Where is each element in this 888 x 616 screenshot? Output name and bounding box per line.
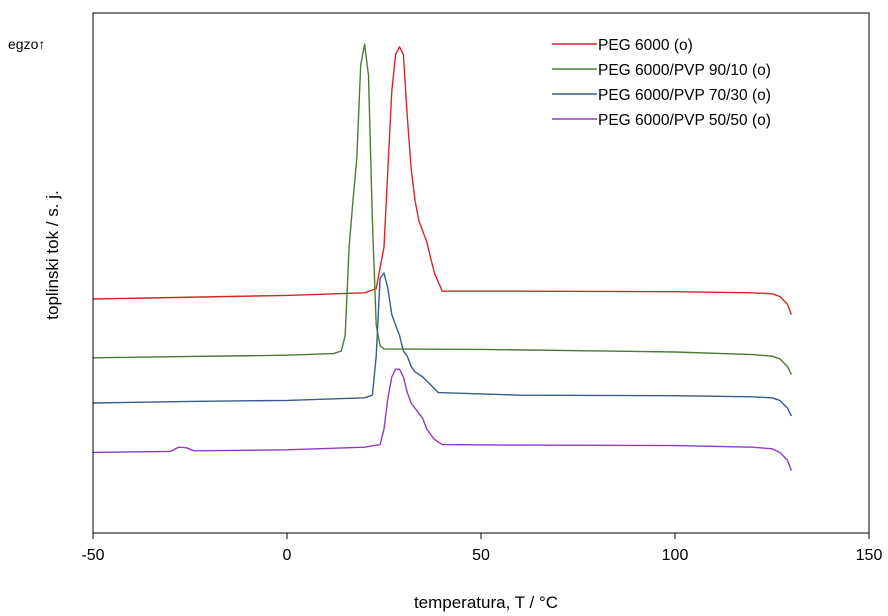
legend-label-4: PEG 6000/PVP 50/50 (o)	[598, 112, 771, 129]
x-tick-label: 0	[283, 547, 292, 564]
x-tick-label: 150	[856, 547, 883, 564]
plot-lines	[92, 43, 793, 471]
series-line-2	[92, 43, 793, 375]
y-axis-title: toplinski tok / s. j.	[43, 190, 62, 319]
x-axis-title: temperatura, T / °C	[414, 593, 558, 612]
series-line-4	[92, 368, 793, 471]
series-line-3	[92, 272, 793, 417]
legend-label-1: PEG 6000 (o)	[598, 37, 693, 54]
legend-label-2: PEG 6000/PVP 90/10 (o)	[598, 62, 771, 79]
series-line-1	[92, 46, 793, 315]
x-tick-label: 100	[662, 547, 689, 564]
legend: PEG 6000 (o) PEG 6000/PVP 90/10 (o) PEG 60…	[552, 37, 771, 129]
legend-label-3: PEG 6000/PVP 70/30 (o)	[598, 87, 771, 104]
x-tick-label: -50	[81, 547, 104, 564]
x-tick-label: 50	[472, 547, 490, 564]
x-ticks: -50 0 50 100 150	[81, 533, 882, 564]
exo-direction-label: egzo↑	[8, 36, 45, 52]
